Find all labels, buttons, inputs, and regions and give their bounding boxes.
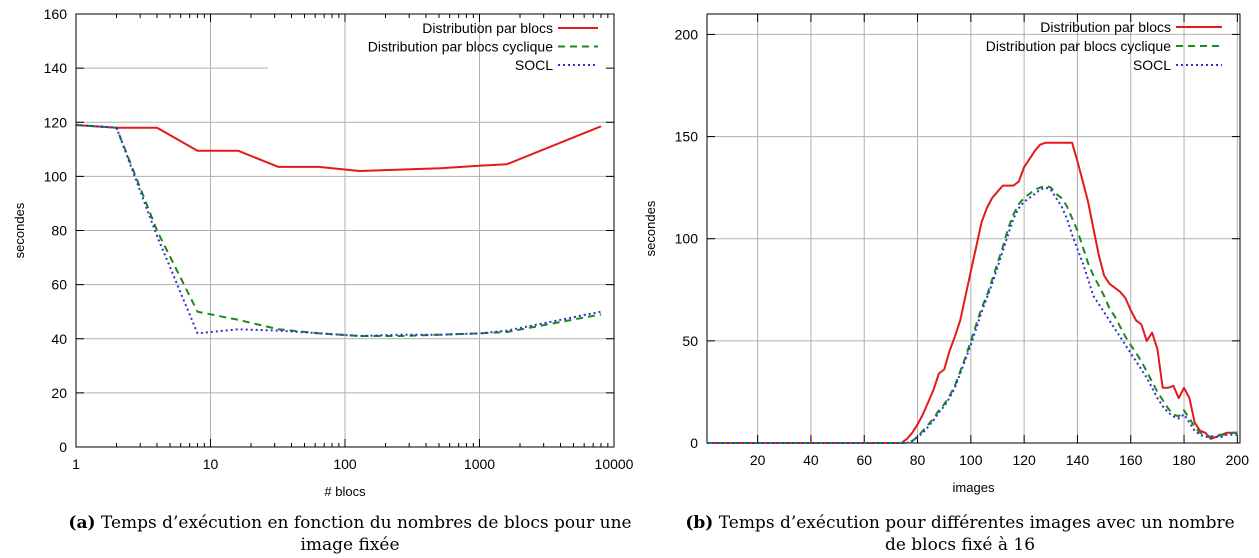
legend-label-3: SOCL	[1133, 57, 1171, 73]
x-tick-label: 140	[1066, 452, 1090, 468]
x-tick-label: 100	[333, 456, 357, 472]
y-tick-label: 40	[51, 331, 67, 347]
x-tick-label: 100	[959, 452, 983, 468]
x-axis-label: # blocs	[324, 484, 366, 499]
y-tick-label: 0	[59, 439, 67, 455]
x-tick-label: 1000	[464, 456, 495, 472]
series-line-2	[707, 184, 1238, 444]
y-tick-label: 0	[690, 435, 698, 451]
caption-a-label: (a)	[68, 513, 96, 533]
x-tick-label: 20	[750, 452, 766, 468]
y-tick-label: 120	[44, 114, 68, 130]
x-tick-label: 200	[1226, 452, 1250, 468]
series-line-3	[75, 124, 602, 337]
y-tick-label: 100	[44, 168, 68, 184]
y-tick-label: 100	[675, 231, 699, 247]
caption-b-label: (b)	[685, 513, 714, 533]
grid	[76, 14, 614, 447]
x-tick-label: 1	[72, 456, 80, 472]
chart-a: 1 10 100 1000 10000 0 20 40 60 80 100 120 140 160 # bl…	[12, 6, 634, 499]
caption-a-text: Temps d’exécution en fonction du nombres…	[100, 513, 632, 555]
series-line-1	[75, 124, 602, 172]
x-tick-label: 80	[910, 452, 926, 468]
y-tick-label: 160	[44, 6, 68, 22]
x-tick-label: 180	[1172, 452, 1196, 468]
legend-label-1: Distribution par blocs	[422, 20, 553, 36]
series-line-2	[75, 124, 602, 337]
y-tick-label: 20	[51, 385, 67, 401]
x-axis-label: images	[953, 480, 995, 495]
series-line-3	[707, 186, 1238, 444]
series-line-1	[707, 141, 1238, 444]
y-axis-label: secondes	[643, 200, 658, 256]
legend-label-2: Distribution par blocs cyclique	[368, 39, 553, 55]
caption-a: (a) Temps d’exécution en fonction du nom…	[40, 512, 660, 556]
grid	[707, 14, 1240, 443]
y-tick-label: 150	[675, 129, 699, 145]
legend-label-3: SOCL	[515, 57, 553, 73]
y-tick-label: 80	[51, 223, 67, 239]
chart-b: 20 40 60 80 100 120 140 160 180 200 0 50 100 150 200 im…	[643, 13, 1250, 495]
y-tick-label: 50	[682, 333, 698, 349]
x-tick-label: 160	[1119, 452, 1143, 468]
y-axis-label: secondes	[12, 202, 27, 258]
x-tick-label: 120	[1012, 452, 1036, 468]
y-tick-label: 140	[44, 60, 68, 76]
x-tick-label: 60	[856, 452, 872, 468]
legend-label-1: Distribution par blocs	[1040, 19, 1171, 35]
caption-b: (b) Temps d’exécution pour différentes i…	[680, 512, 1240, 556]
y-tick-label: 60	[51, 277, 67, 293]
plot-frame	[706, 13, 1241, 444]
x-tick-label: 40	[803, 452, 819, 468]
legend-label-2: Distribution par blocs cyclique	[986, 38, 1171, 54]
x-tick-label: 10	[203, 456, 219, 472]
caption-b-text: Temps d’exécution pour différentes image…	[718, 513, 1235, 555]
x-tick-label: 10000	[595, 456, 634, 472]
y-tick-label: 200	[675, 26, 699, 42]
